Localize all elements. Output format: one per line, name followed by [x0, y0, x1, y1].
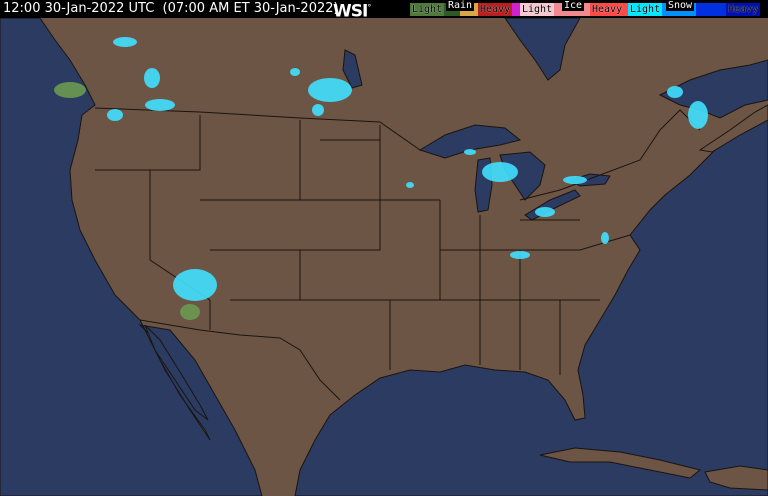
- legend-snow: Light Snow Heavy: [628, 0, 760, 18]
- snow-echo: [308, 78, 352, 102]
- rain-echo: [180, 304, 200, 320]
- legend-ice: Light Ice Heavy: [520, 0, 628, 18]
- state-borders: [95, 115, 631, 375]
- gulf-of-california: [144, 324, 209, 421]
- snow-echo: [312, 104, 324, 116]
- ice-title: Ice: [562, 0, 585, 11]
- snow-light-label: Light: [630, 4, 661, 15]
- cuba: [539, 447, 702, 479]
- snow-echo: [145, 99, 175, 111]
- ice-heavy-label: Heavy: [592, 4, 623, 15]
- snow-echo: [113, 37, 137, 47]
- snow-echo: [535, 207, 555, 217]
- snow-echo: [688, 101, 708, 129]
- snow-echo: [510, 251, 530, 259]
- lake-winnipeg: [342, 49, 363, 89]
- us-mexico-border: [139, 319, 341, 401]
- snow-echo: [563, 176, 587, 184]
- snow-echo: [173, 269, 217, 301]
- lake-superior: [418, 124, 522, 159]
- header-bar: 12:00 30-Jan-2022 UTC (07:00 AM ET 30-Ja…: [0, 0, 768, 22]
- james-bay: [504, 18, 581, 81]
- snow-title: Snow: [666, 0, 695, 11]
- hispaniola: [704, 465, 768, 491]
- rain-title: Rain: [446, 0, 475, 11]
- timestamp: 12:00 30-Jan-2022 UTC (07:00 AM ET 30-Ja…: [3, 1, 339, 16]
- rain-echo: [54, 82, 86, 98]
- snow-echo: [107, 109, 123, 121]
- pacific-ocean: [0, 18, 263, 496]
- wsi-logo: WSI°: [333, 1, 371, 22]
- snow-heavy-label: Heavy: [728, 4, 759, 15]
- snow-echo: [290, 68, 300, 76]
- ice-light-label: Light: [522, 4, 553, 15]
- snow-echo: [601, 232, 609, 244]
- us-canada-border: [94, 107, 701, 201]
- rain-light-label: Light: [412, 4, 443, 15]
- snow-echo: [406, 182, 414, 188]
- legend-rain: Light Rain Heavy: [410, 0, 520, 18]
- nova-scotia: [698, 104, 768, 153]
- rain-heavy-label: Heavy: [480, 4, 511, 15]
- precipitation-layer: [54, 37, 708, 320]
- snow-echo: [144, 68, 160, 88]
- snow-echo: [464, 149, 476, 155]
- borders: [94, 107, 701, 401]
- map-canvas[interactable]: [0, 18, 768, 496]
- snow-echo: [667, 86, 683, 98]
- snow-echo: [482, 162, 518, 182]
